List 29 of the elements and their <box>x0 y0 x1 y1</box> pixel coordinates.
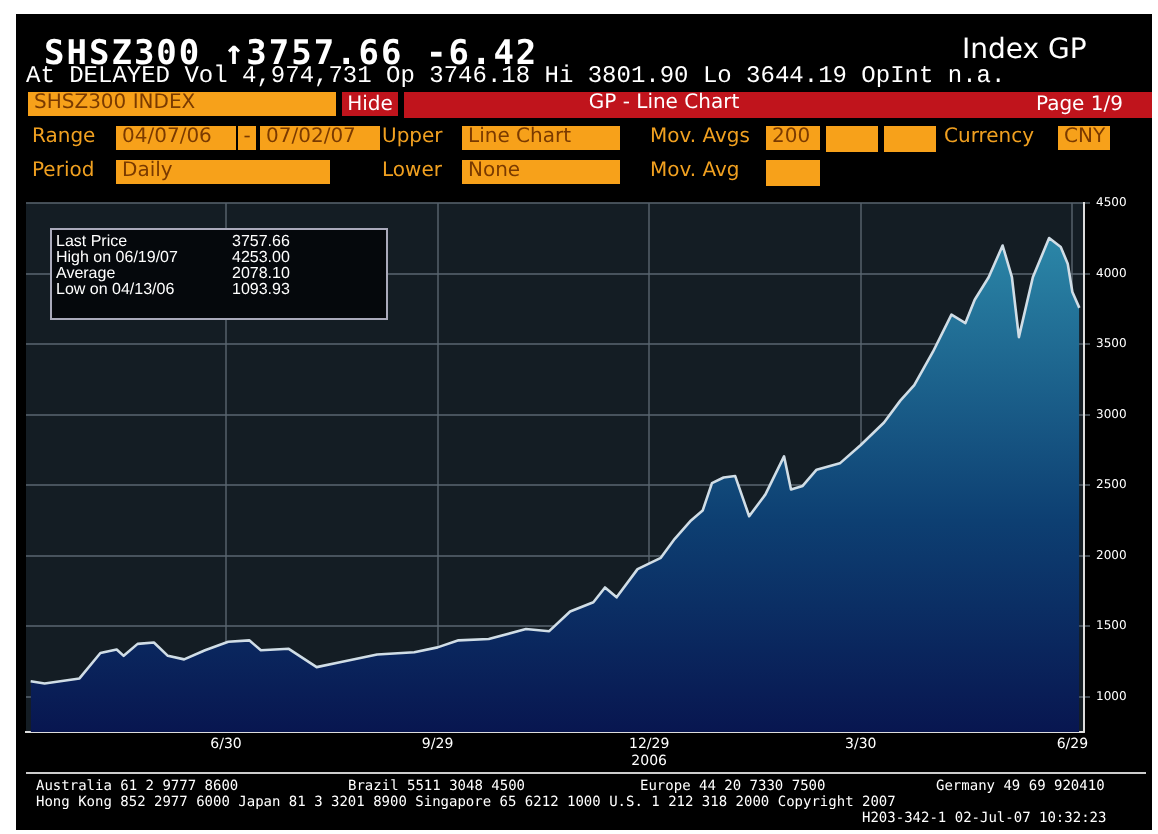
annotation: Low on 04/13/06 <box>56 280 175 298</box>
text: Daily <box>116 160 330 184</box>
text: Line Chart <box>462 126 620 150</box>
annotation: 1093.93 <box>232 280 290 298</box>
text: SHSZ300 INDEX <box>28 92 336 116</box>
text: Mov. Avg <box>650 158 740 182</box>
text: Upper <box>382 124 443 148</box>
text: 07/02/07 <box>260 126 380 150</box>
text: 200 <box>766 126 820 150</box>
annotation: Average <box>56 264 116 282</box>
text: GP - Line Chart <box>586 92 742 116</box>
annotation: 2078.10 <box>232 264 290 282</box>
text: CNY <box>1058 126 1110 150</box>
text: Currency <box>944 124 1035 148</box>
text: 04/07/06 <box>116 126 236 150</box>
text: Period <box>32 158 95 182</box>
text: Index GP <box>962 32 1087 66</box>
annotation: High on 06/19/07 <box>56 248 178 266</box>
annotation: 3757.66 <box>232 232 290 250</box>
text: Mov. Avgs <box>650 124 750 148</box>
text: Lower <box>382 158 442 182</box>
text: Hide <box>342 92 398 116</box>
chart-subtitle: At DELAYED Vol 4,974,731 Op 3746.18 Hi 3801.90 Lo 3644.19 OpInt n.a. <box>26 62 1006 90</box>
annotation: 4253.00 <box>232 248 290 266</box>
text: Page 1/9 <box>1036 92 1123 116</box>
annotation: Last Price <box>56 232 128 250</box>
text: - <box>238 126 256 150</box>
text: None <box>462 160 620 184</box>
text: Range <box>32 124 96 148</box>
